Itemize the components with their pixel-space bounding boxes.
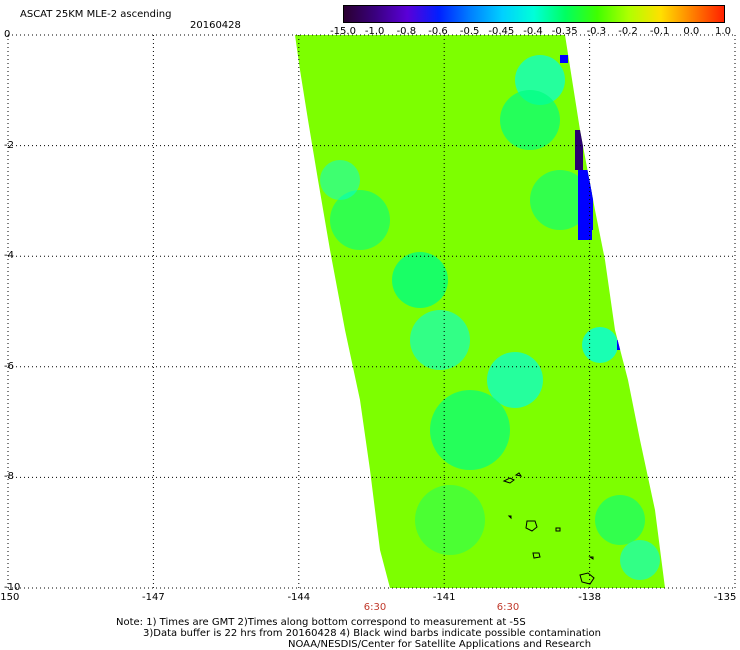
plot-title: ASCAT 25KM MLE-2 ascending [20,9,172,20]
colorbar-tick-label: 1.0 [715,26,731,37]
colorbar-tick-label: -0.8 [396,26,417,37]
island-outline [502,477,515,484]
island-outline [588,556,594,560]
colorbar-tick-label: 0.0 [683,26,700,37]
island-outline [514,472,523,477]
value-patch [530,170,590,230]
island-outline [555,527,561,532]
x-tick-label: -135 [713,592,737,603]
x-tick-label: -141 [432,592,456,603]
value-patch [575,130,583,170]
x-tick-label: -150 [0,592,20,603]
x-tick-label: -144 [287,592,311,603]
value-patch [392,252,448,308]
colorbar-tick-label: -1.0 [364,26,385,37]
colorbar-tick-label: -0.1 [649,26,670,37]
island-outline [532,552,541,559]
island-outlines [502,472,595,585]
island-outline [525,520,538,532]
value-patch [595,495,645,545]
island-outline [507,515,512,520]
colorbar-tick-label: -0.4 [523,26,543,37]
y-tick-label: -2 [4,139,14,151]
x-tick-label: -138 [578,592,601,603]
value-patch [560,55,568,63]
note-line-2: 3)Data buffer is 22 hrs from 20160428 4)… [143,628,601,639]
note-line-1: Note: 1) Times are GMT 2)Times along bot… [116,617,526,628]
y-tick-label: -6 [4,360,14,372]
gridlines [7,34,736,589]
value-patch [487,352,543,408]
y-tick-label: 0 [4,29,11,40]
colorbar-tick-label: -0.45 [488,26,515,37]
value-patch [415,485,485,555]
time-label: 6:30 [363,602,387,613]
time-label: 6:30 [496,602,520,613]
value-patch [410,310,470,370]
x-tick-label: -147 [142,592,165,603]
colorbar-tick-label: -0.3 [586,26,607,37]
colorbar-tick-label: -0.2 [618,26,638,37]
plot-date: 20160428 [190,20,241,31]
y-tick-label: -10 [4,582,21,593]
swath-area [295,35,665,588]
value-patch [330,190,390,250]
note-line-3: NOAA/NESDIS/Center for Satellite Applica… [288,639,592,650]
value-patch [583,180,593,230]
value-patch [582,327,618,363]
colorbar-tick-label: -0.5 [459,26,480,37]
y-tick-label: -4 [4,250,14,262]
colorbar-tick-label: -0.6 [428,26,448,37]
colorbar-tick-label: -15.0 [330,26,356,37]
colorbar [343,5,725,23]
value-patch [617,340,625,350]
y-tick-label: -8 [4,471,14,483]
value-patch [430,390,510,470]
value-patch [500,90,560,150]
value-patch [320,160,360,200]
value-patch [620,540,660,580]
island-outline [579,572,595,585]
colorbar-tick-label: -0.35 [551,26,578,37]
